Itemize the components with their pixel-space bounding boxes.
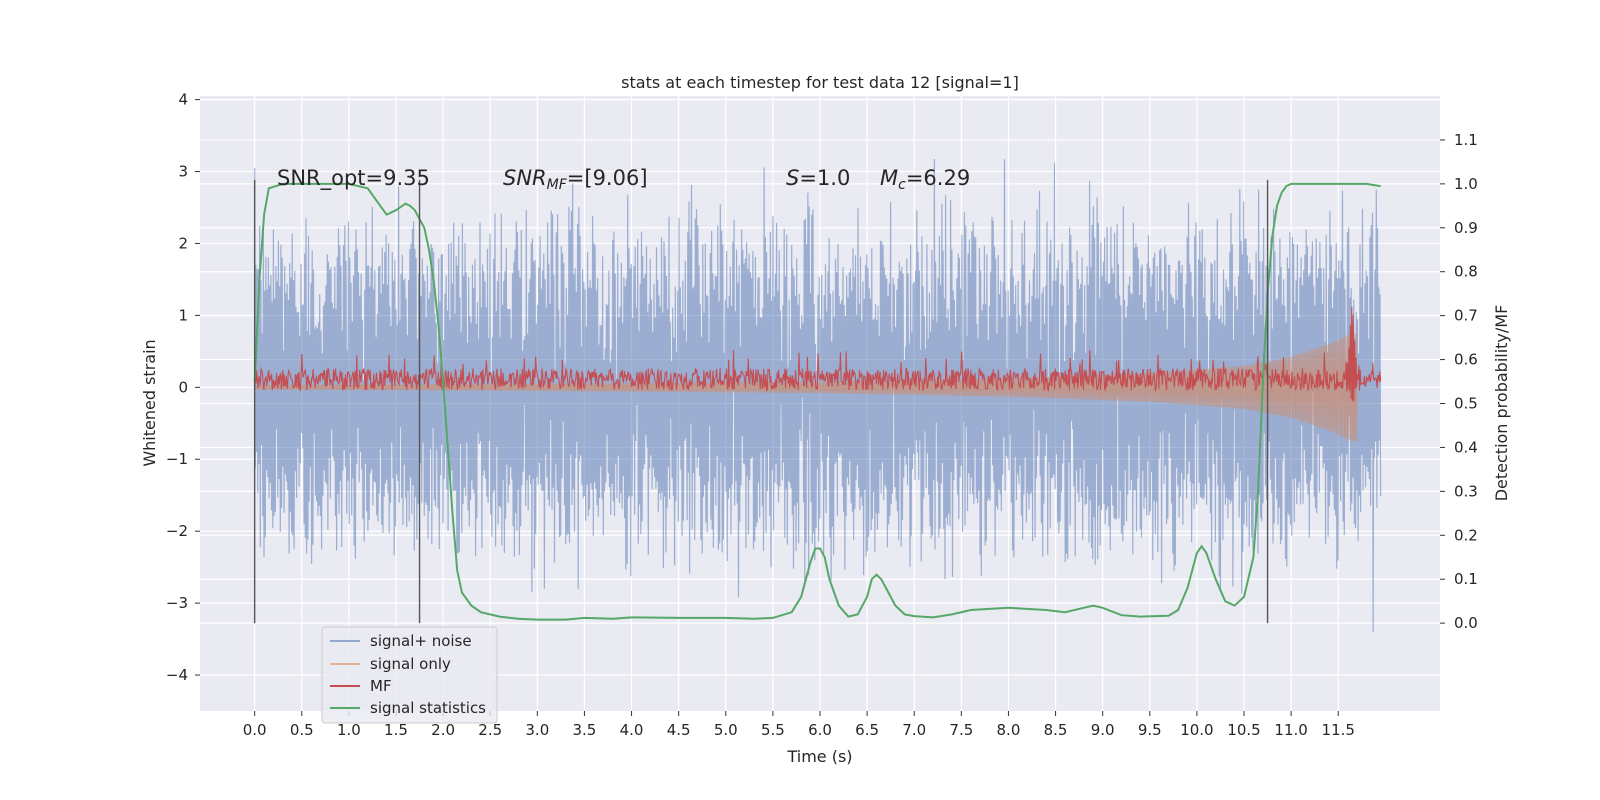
y-left-tick-label: 4	[178, 91, 188, 109]
legend: signal+ noise signal only MF signal stat…	[322, 627, 497, 723]
x-tick-label: 4.0	[620, 721, 644, 739]
y-left-tick-label: 3	[178, 163, 188, 181]
x-axis-label: Time (s)	[786, 747, 852, 766]
y-right-tick-label: 0.2	[1454, 526, 1478, 544]
x-tick-label: 5.5	[761, 721, 785, 739]
x-tick-label: 0.0	[243, 721, 267, 739]
x-tick-label: 6.0	[808, 721, 832, 739]
x-tick-label: 8.0	[997, 721, 1021, 739]
y-left-tick-label: 1	[178, 306, 188, 324]
x-tick-label: 2.5	[478, 721, 502, 739]
y-right-tick-label: 0.6	[1454, 351, 1478, 369]
y-right-tick-label: 0.4	[1454, 438, 1478, 456]
y-right-tick-label: 0.5	[1454, 395, 1478, 413]
chart-title: stats at each timestep for test data 12 …	[621, 73, 1019, 92]
x-tick-label: 9.0	[1091, 721, 1115, 739]
annotation-snr-mf-sub: MF	[547, 177, 568, 193]
annotation-snr-opt: SNR_opt=9.35	[277, 166, 430, 191]
legend-label-signal-only: signal only	[370, 655, 451, 673]
y-left-axis-label: Whitened strain	[140, 339, 159, 466]
y-right-axis-label: Detection probability/MF	[1492, 305, 1511, 502]
legend-label-signal-noise: signal+ noise	[370, 632, 472, 650]
x-tick-label: 4.5	[667, 721, 691, 739]
annotation-snr-mf: SNRMF=[9.06]	[503, 166, 648, 193]
x-tick-label: 11.5	[1322, 721, 1355, 739]
annotation-s-name: S	[786, 166, 799, 190]
x-tick-label: 6.5	[855, 721, 879, 739]
x-tick-label: 7.5	[949, 721, 973, 739]
x-tick-label: 10.5	[1227, 721, 1260, 739]
x-tick-label: 1.0	[337, 721, 361, 739]
y-right-tick-label: 1.1	[1454, 131, 1478, 149]
y-right-tick-label: 0.9	[1454, 219, 1478, 237]
x-tick-label: 9.5	[1138, 721, 1162, 739]
legend-label-signal-statistics: signal statistics	[370, 699, 486, 717]
y-right-tick-label: 0.1	[1454, 570, 1478, 588]
y-right-tick-label: 0.0	[1454, 614, 1478, 632]
y-right-tick-label: 0.7	[1454, 307, 1478, 325]
x-tick-label: 3.5	[573, 721, 597, 739]
annotation-mc-value: =6.29	[906, 166, 970, 190]
annotation-mc-name: M	[880, 166, 898, 190]
y-right-tick-label: 0.8	[1454, 263, 1478, 281]
x-tick-label: 3.0	[525, 721, 549, 739]
x-tick-label: 11.0	[1274, 721, 1307, 739]
annotation-snr-mf-value: =[9.06]	[567, 166, 648, 190]
annotation-s: S=1.0	[786, 166, 850, 190]
y-left-tick-label: −2	[166, 522, 188, 540]
y-left-tick-label: −1	[166, 450, 188, 468]
y-left-tick-label: −3	[166, 594, 188, 612]
x-tick-label: 2.0	[431, 721, 455, 739]
y-right-tick-label: 1.0	[1454, 175, 1478, 193]
x-tick-label: 8.5	[1044, 721, 1068, 739]
annotation-mc: Mc=6.29	[880, 166, 970, 193]
y-left-tick-label: −4	[166, 666, 188, 684]
legend-label-mf: MF	[370, 677, 392, 695]
x-tick-label: 0.5	[290, 721, 314, 739]
y-left-tick-label: 0	[178, 378, 188, 396]
x-tick-label: 5.0	[714, 721, 738, 739]
y-left-tick-label: 2	[178, 234, 188, 252]
y-left-tick-labels: −4 −3 −2 −1 0 1 2 3 4	[166, 91, 200, 684]
y-right-tick-label: 0.3	[1454, 482, 1478, 500]
x-tick-label: 7.0	[902, 721, 926, 739]
annotation-s-value: =1.0	[799, 166, 850, 190]
y-right-tick-labels: 0.0 0.1 0.2 0.3 0.4 0.5 0.6 0.7 0.8 0.9 1.0 1.1	[1440, 131, 1478, 632]
x-tick-label: 1.5	[384, 721, 408, 739]
annotation-snr-mf-name: SNR	[503, 166, 547, 190]
x-tick-label: 10.0	[1180, 721, 1213, 739]
